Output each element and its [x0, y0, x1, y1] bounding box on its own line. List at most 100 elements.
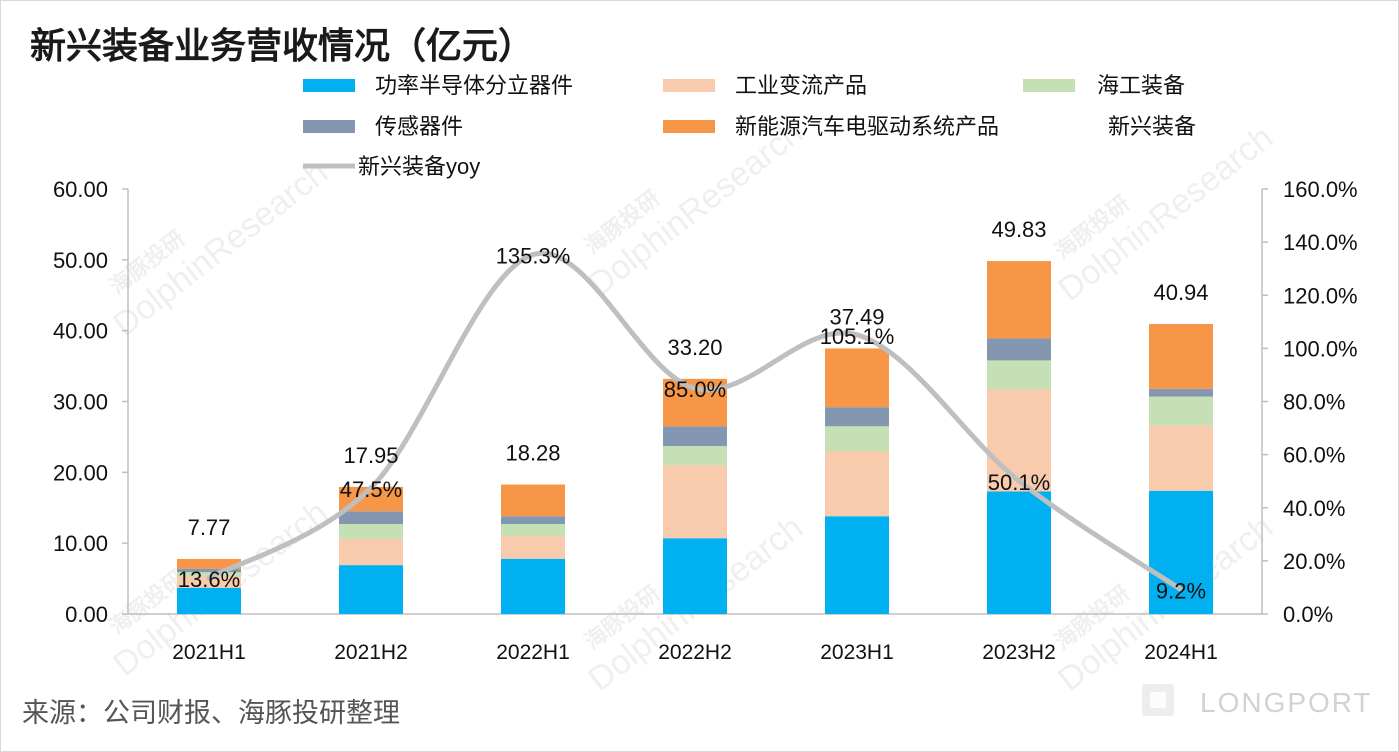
bar-marine-equipment-3	[663, 446, 727, 466]
longport-logo: LONGPORT	[1142, 684, 1373, 718]
total-label-6: 40.94	[1153, 280, 1208, 305]
yoy-point-1	[368, 485, 374, 491]
stacked-bars	[177, 261, 1213, 614]
longport-wordmark: LONGPORT	[1200, 687, 1373, 718]
bar-ev-drive-system-0	[177, 558, 241, 569]
x-axis-label-5: 2023H2	[982, 641, 1056, 664]
bar-power-semiconductor-6	[1149, 490, 1213, 614]
x-axis-label-6: 2024H1	[1144, 641, 1218, 664]
yoy-label-1: 47.5%	[340, 477, 402, 502]
legend-label-marine-equipment: 海工装备	[1097, 73, 1185, 98]
yoy-point-0	[206, 575, 212, 581]
bar-power-semiconductor-2	[501, 558, 565, 614]
legend-label-ev-drive-system: 新能源汽车电驱动系统产品	[735, 114, 999, 139]
axes: 0.00 10.00 20.00 30.00 40.00 50.00 60.00 0.0% 20…	[53, 177, 1358, 664]
yoy-point-3	[692, 385, 698, 391]
legend-label-yoy: 新兴装备yoy	[358, 154, 480, 179]
yoy-point-2	[530, 252, 536, 258]
bar-industrial-converter-3	[663, 465, 727, 539]
legend: 功率半导体分立器件 工业变流产品 海工装备 传感器件 新能源汽车电驱动系统产品 …	[303, 73, 1196, 179]
bar-marine-equipment-1	[339, 524, 403, 539]
bar-power-semiconductor-3	[663, 538, 727, 614]
legend-label-industrial-converter: 工业变流产品	[735, 73, 867, 98]
right-axis-tick-label: 60.0%	[1283, 443, 1345, 468]
yoy-label-2: 135.3%	[496, 244, 571, 269]
yoy-label-4: 105.1%	[820, 324, 895, 349]
bar-power-semiconductor-1	[339, 565, 403, 614]
yoy-series-line	[206, 250, 1184, 593]
right-axis-tick-label: 80.0%	[1283, 390, 1345, 415]
right-axis-tick-label: 120.0%	[1283, 283, 1358, 308]
x-axis-label-1: 2021H2	[334, 641, 408, 664]
longport-logo-mark-inner	[1150, 692, 1166, 708]
total-label-2: 18.28	[505, 441, 560, 466]
bar-sensor-5	[987, 338, 1051, 361]
legend-swatch-marine-equipment	[1023, 79, 1075, 92]
right-axis-tick-label: 140.0%	[1283, 230, 1358, 255]
legend-swatch-power-semiconductor	[303, 79, 355, 92]
legend-swatch-ev-drive-system	[663, 120, 715, 133]
left-axis-tick-label: 30.00	[53, 390, 108, 415]
bar-industrial-converter-5	[987, 389, 1051, 492]
total-label-1: 17.95	[343, 443, 398, 468]
bar-industrial-converter-4	[825, 451, 889, 517]
left-axis-tick-label: 10.00	[53, 531, 108, 556]
right-axis-tick-label: 20.0%	[1283, 549, 1345, 574]
bar-sensor-6	[1149, 388, 1213, 397]
right-axis-tick-label: 100.0%	[1283, 336, 1358, 361]
legend-item-power-semiconductor: 功率半导体分立器件	[303, 73, 573, 98]
legend-swatch-industrial-converter	[663, 79, 715, 92]
right-axis-tick-label: 0.0%	[1283, 602, 1333, 627]
yoy-label-3: 85.0%	[664, 377, 726, 402]
yoy-point-6	[1178, 587, 1184, 593]
yoy-label-6: 9.2%	[1156, 579, 1206, 604]
bar-industrial-converter-6	[1149, 425, 1213, 491]
yoy-point-5	[1016, 478, 1022, 484]
right-axis-tick-label: 40.0%	[1283, 496, 1345, 521]
legend-label-sensor: 传感器件	[375, 114, 463, 139]
yoy-label-0: 13.6%	[178, 567, 240, 592]
x-axis-label-0: 2021H1	[172, 641, 246, 664]
bar-power-semiconductor-4	[825, 516, 889, 614]
bar-industrial-converter-2	[501, 536, 565, 559]
yoy-line-layer	[206, 250, 1184, 593]
total-label-4: 37.49	[829, 304, 884, 329]
yoy-label-5: 50.1%	[988, 470, 1050, 495]
legend-item-yoy: 新兴装备yoy	[303, 154, 480, 179]
legend-item-industrial-converter: 工业变流产品	[663, 73, 867, 98]
legend-item-marine-equipment: 海工装备	[1023, 73, 1185, 98]
x-axis-label-4: 2023H1	[820, 641, 894, 664]
x-axis-label-2: 2022H1	[496, 641, 570, 664]
legend-item-sensor: 传感器件	[303, 114, 463, 139]
source-note: 来源：公司财报、海豚投研整理	[22, 698, 400, 728]
bar-marine-equipment-0	[177, 572, 241, 577]
bar-power-semiconductor-5	[987, 491, 1051, 614]
legend-item-total: 新兴装备	[1108, 114, 1196, 139]
legend-label-total: 新兴装备	[1108, 114, 1196, 139]
bar-sensor-4	[825, 407, 889, 427]
x-axis-label-3: 2022H2	[658, 641, 732, 664]
total-label-5: 49.83	[991, 217, 1046, 242]
legend-swatch-sensor	[303, 120, 355, 133]
left-axis-tick-label: 0.00	[65, 602, 108, 627]
bar-power-semiconductor-0	[177, 587, 241, 614]
bar-ev-drive-system-5	[987, 261, 1051, 339]
left-axis-tick-label: 20.00	[53, 460, 108, 485]
left-axis-tick-label: 60.00	[53, 177, 108, 202]
bar-sensor-1	[339, 511, 403, 525]
total-label-0: 7.77	[188, 515, 231, 540]
left-axis-tick-label: 50.00	[53, 248, 108, 273]
chart-title: 新兴装备业务营收情况（亿元）	[30, 25, 534, 66]
bar-sensor-3	[663, 426, 727, 447]
bar-sensor-2	[501, 516, 565, 525]
bar-marine-equipment-4	[825, 426, 889, 452]
legend-item-ev-drive-system: 新能源汽车电驱动系统产品	[663, 114, 999, 139]
bar-marine-equipment-6	[1149, 396, 1213, 426]
legend-label-power-semiconductor: 功率半导体分立器件	[375, 73, 573, 98]
bar-sensor-0	[177, 568, 241, 573]
left-axis-tick-label: 40.00	[53, 319, 108, 344]
bar-industrial-converter-1	[339, 538, 403, 566]
bar-marine-equipment-2	[501, 524, 565, 537]
right-axis-tick-label: 160.0%	[1283, 177, 1358, 202]
